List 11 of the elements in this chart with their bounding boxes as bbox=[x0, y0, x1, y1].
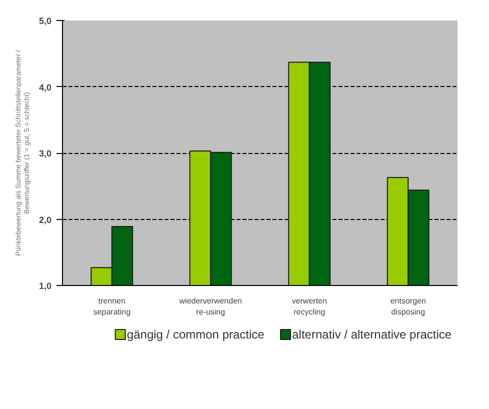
y-tick-label: 2,0 bbox=[38, 214, 52, 225]
x-tick-label: trennen separating bbox=[93, 296, 131, 316]
y-tick-label: 4,0 bbox=[38, 82, 52, 92]
legend-label: gängig / common practice bbox=[126, 328, 265, 342]
x-tick-label: entsorgen disposing bbox=[390, 296, 426, 316]
y-tick-label: 5,0 bbox=[38, 16, 52, 26]
x-tick-label: wiederverwenden re-using bbox=[178, 296, 242, 316]
y-tick-label: 1,0 bbox=[38, 281, 52, 291]
y-tick-label: 3,0 bbox=[38, 148, 52, 158]
x-tick-label: verwerten recycling bbox=[292, 296, 327, 316]
legend-label: alternativ / alternative practice bbox=[292, 328, 452, 342]
